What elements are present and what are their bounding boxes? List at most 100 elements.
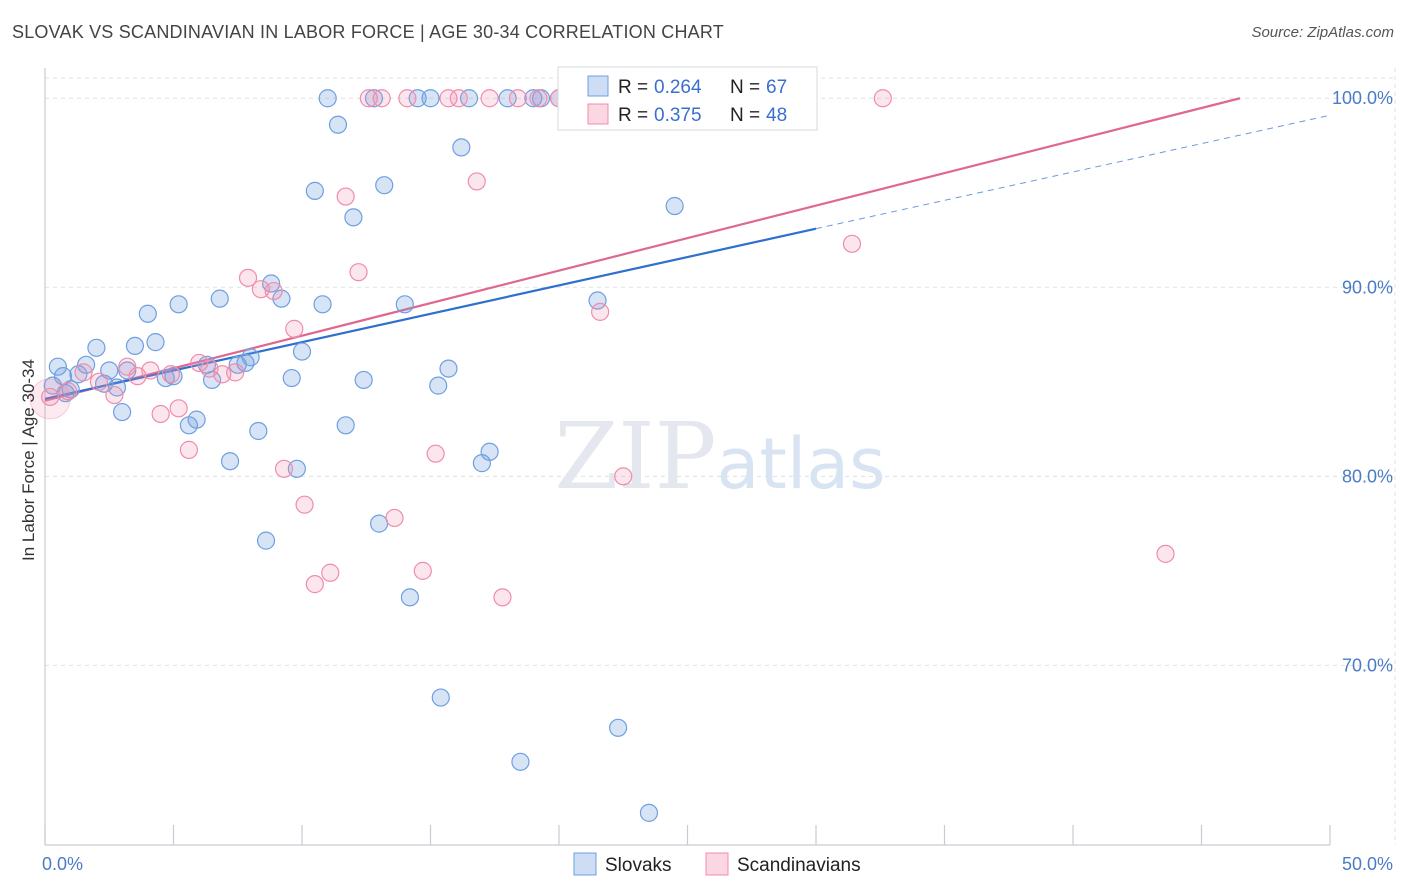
scandinavian-point (274, 459, 294, 478)
scandinavian-point (285, 319, 304, 338)
slovak-point (431, 688, 450, 707)
y-tick-label: 80.0% (1342, 466, 1393, 486)
slovak-point (318, 89, 337, 108)
scandinavian-point (238, 268, 258, 287)
slovak-point (375, 176, 394, 195)
scandinavian-point (141, 361, 160, 380)
slovak-point (61, 380, 80, 399)
slovak-point (400, 588, 420, 607)
slovak-point (100, 361, 119, 380)
slovak-point (220, 452, 240, 471)
chart-title: SLOVAK VS SCANDINAVIAN IN LABOR FORCE | … (12, 22, 724, 42)
scandinavian-point (449, 89, 468, 108)
scandinavian-point (439, 89, 458, 108)
scandinavian-point (89, 372, 109, 391)
slovak-point (125, 336, 145, 356)
legend-r-label: R = (618, 77, 648, 98)
scandinavian-point (842, 234, 862, 253)
legend-swatch (587, 75, 609, 97)
scandinavian-point (74, 363, 93, 382)
slovak-point (336, 416, 355, 435)
slovak-point (452, 138, 471, 157)
y-tick-label: 90.0% (1342, 277, 1393, 297)
scandinavian-point (105, 385, 124, 405)
axes (44, 68, 1331, 846)
slovak-point (272, 289, 291, 308)
watermark: ZIPatlas (554, 403, 885, 510)
slovak-point (305, 181, 324, 200)
slovak-point (370, 514, 389, 533)
slovak-point (511, 752, 530, 771)
scandinavian-point (372, 89, 391, 108)
scandinavian-point (614, 467, 633, 486)
slovak-point (429, 376, 448, 395)
scandinavians-legend-label: Scandinavians (737, 855, 861, 876)
slovak-point (146, 333, 165, 352)
scandinavian-point (349, 263, 368, 282)
slovak-point (665, 196, 684, 216)
slovak-point (256, 531, 276, 550)
bottom-legend: Slovaks Scandinavians (573, 852, 861, 876)
slovaks-trend-extension (815, 114, 1331, 230)
x-tick-label-min: 0.0% (42, 854, 83, 874)
scandinavian-point (398, 89, 417, 108)
slovak-point (395, 295, 414, 314)
scandinavian-point (336, 187, 355, 206)
slovaks-trend-line (44, 227, 817, 400)
cluster-point (29, 378, 71, 420)
y-tick-labels: 70.0% 80.0% 90.0% 100.0% (1332, 88, 1393, 675)
scandinavian-point (426, 444, 445, 463)
legend-n-value: 67 (766, 77, 787, 98)
slovak-point (282, 368, 301, 388)
slovak-point (354, 370, 373, 390)
slovak-point (328, 115, 348, 134)
scandinavians-trend-line (44, 97, 1241, 402)
scandinavian-point (873, 89, 892, 108)
slovak-point (364, 89, 384, 108)
slovak-point (87, 338, 106, 357)
slovaks-legend-label: Slovaks (605, 855, 672, 876)
scandinavian-point (385, 508, 404, 528)
slovak-point (609, 718, 628, 737)
slovaks-legend-swatch (573, 852, 597, 876)
trend-lines (44, 97, 1331, 402)
slovak-point (202, 370, 222, 390)
watermark-atlas: atlas (717, 423, 886, 505)
slovak-point (524, 89, 543, 108)
slovak-point (187, 410, 206, 429)
scandinavian-point (467, 172, 486, 191)
scandinavian-point (264, 281, 283, 301)
scandinavian-point (591, 302, 610, 321)
slovak-point (408, 89, 427, 108)
slovak-point (210, 289, 229, 308)
legend-r-value: 0.375 (654, 105, 702, 126)
legend-r-label: R = (618, 105, 648, 126)
scandinavian-point (413, 561, 432, 580)
scandinavian-point (508, 89, 527, 108)
scandinavian-point (529, 89, 548, 108)
slovak-point (439, 359, 458, 378)
scandinavian-point (493, 588, 512, 607)
scandinavian-point (226, 363, 245, 382)
x-tick-labels: 0.0% 50.0% (42, 854, 1393, 874)
slovak-point (344, 208, 363, 227)
scandinavian-point (359, 89, 378, 108)
slovak-point (421, 89, 440, 108)
legend-n-label: N = (730, 77, 760, 98)
y-axis-label: In Labor Force | Age 30-34 (19, 359, 38, 561)
slovak-point (112, 402, 132, 422)
scandinavian-point (169, 399, 188, 418)
slovak-point (287, 459, 306, 478)
legend-box (557, 66, 818, 131)
slovak-point (138, 304, 157, 323)
slovak-point (313, 295, 332, 314)
scandinavian-point (151, 404, 170, 424)
legend-n-value: 48 (766, 105, 787, 126)
scandinavian-point (41, 387, 60, 407)
y-tick-label: 100.0% (1332, 88, 1393, 108)
slovak-point (241, 348, 260, 367)
scandinavian-point (1156, 544, 1175, 563)
slovak-point (292, 342, 312, 361)
scandinavian-point (480, 89, 499, 108)
